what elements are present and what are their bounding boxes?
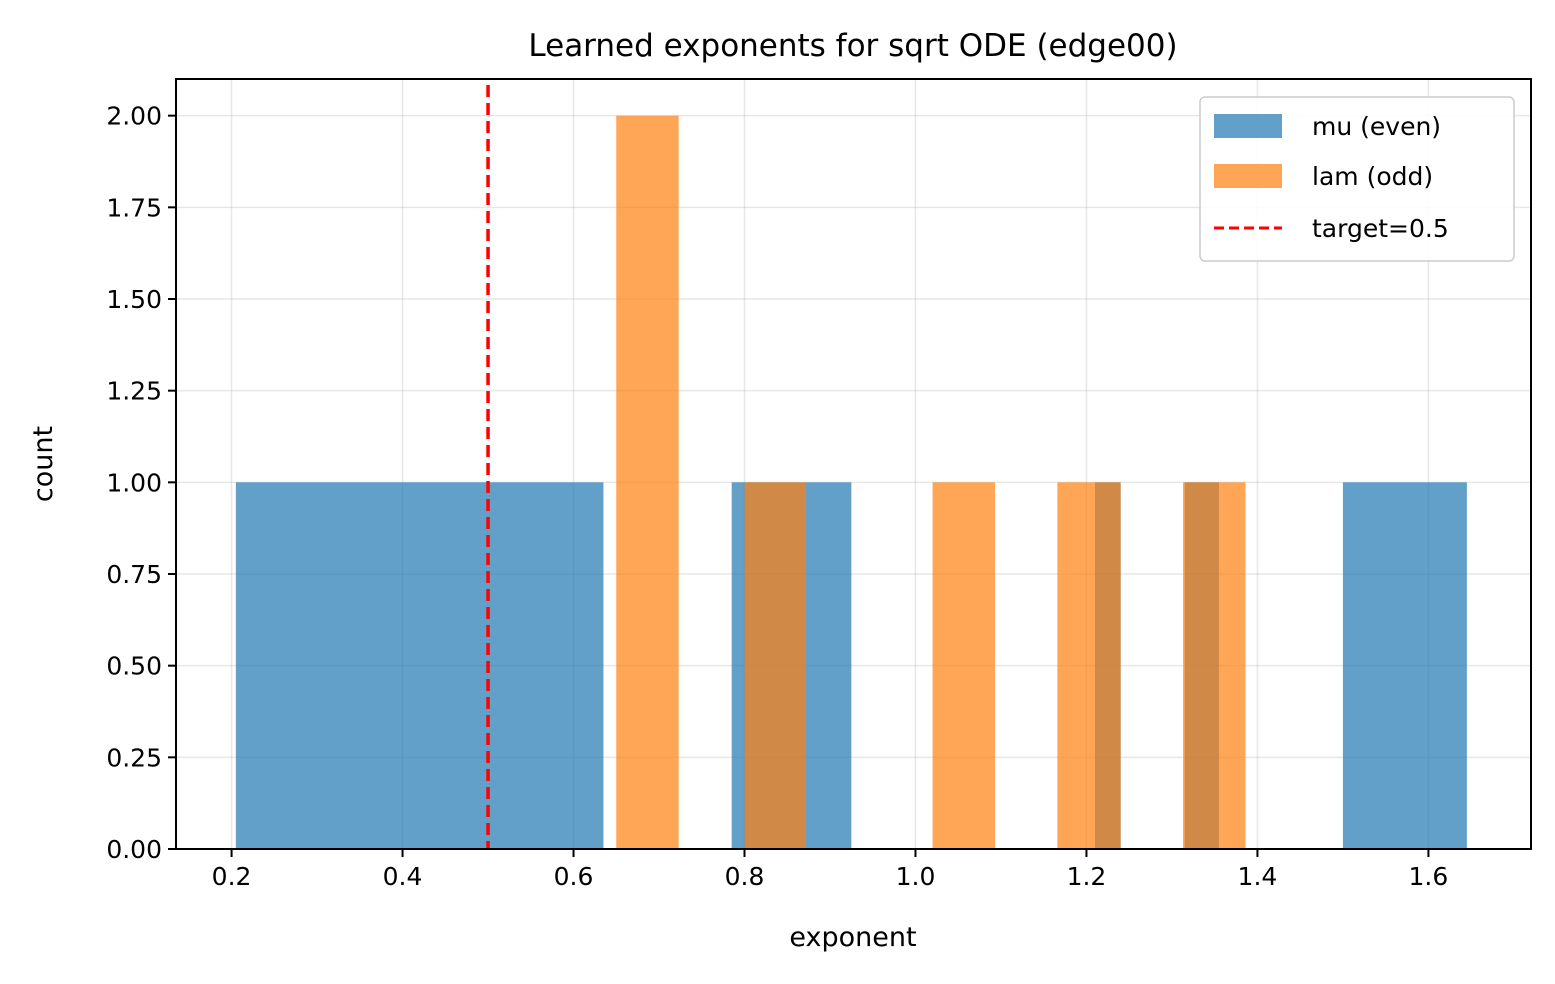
x-axis-label: exponent	[789, 922, 916, 953]
x-tick-label: 1.0	[896, 862, 936, 891]
legend-swatch-mu	[1214, 114, 1282, 138]
x-tick-label: 1.4	[1238, 862, 1278, 891]
x-tick-label: 1.2	[1067, 862, 1107, 891]
legend-label-target: target=0.5	[1312, 214, 1449, 243]
bars	[235, 115, 1467, 849]
x-tick-label: 0.6	[554, 862, 594, 891]
bar-lam	[1057, 482, 1121, 849]
y-tick-label: 2.00	[106, 102, 162, 131]
x-tick-label: 0.2	[212, 862, 252, 891]
y-tick-label: 1.75	[106, 193, 162, 222]
ticks: 0.2 0.4 0.6 0.8 1.0 1.2 1.4 1.6 0.00 0.25 0.50 0.75…	[106, 102, 1448, 891]
y-axis-label: count	[28, 426, 59, 502]
legend: mu (even) lam (odd) target=0.5	[1199, 96, 1515, 262]
x-tick-label: 1.6	[1409, 862, 1449, 891]
y-tick-label: 1.25	[106, 377, 162, 406]
plot-frame	[175, 78, 1532, 850]
bar-lam	[616, 115, 679, 849]
y-tick-label: 0.00	[106, 835, 162, 864]
y-tick-label: 1.50	[106, 285, 162, 314]
x-tick-label: 0.4	[383, 862, 423, 891]
y-tick-label: 0.50	[106, 652, 162, 681]
legend-swatch-lam	[1214, 164, 1282, 188]
legend-label-lam: lam (odd)	[1312, 162, 1433, 191]
bar-mu	[235, 482, 604, 849]
y-tick-label: 0.25	[106, 743, 162, 772]
chart-title: Learned exponents for sqrt ODE (edge00)	[528, 28, 1177, 64]
y-tick-label: 1.00	[106, 468, 162, 497]
legend-label-mu: mu (even)	[1312, 112, 1441, 141]
x-tick-label: 0.8	[725, 862, 765, 891]
bar-lam	[932, 482, 995, 849]
bar-mu	[1342, 482, 1467, 849]
bar-lam	[744, 482, 807, 849]
bar-lam	[1183, 482, 1246, 849]
y-tick-label: 0.75	[106, 560, 162, 589]
